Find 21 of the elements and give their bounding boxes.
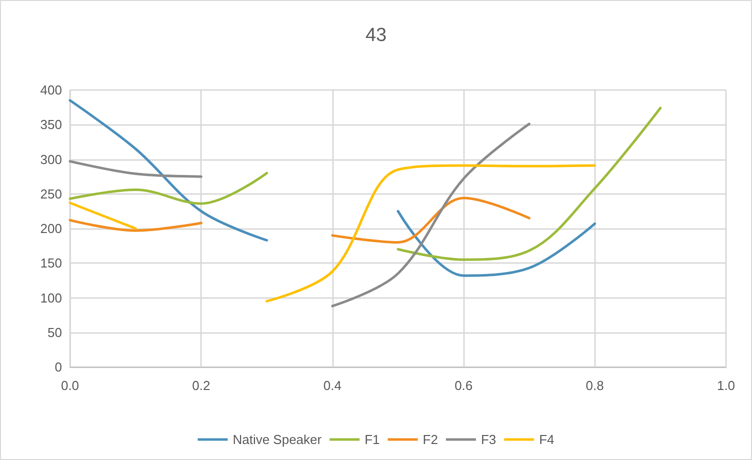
y-tick-label: 400 <box>40 82 62 98</box>
legend-label: F3 <box>480 432 496 447</box>
y-tick-label: 300 <box>40 152 62 167</box>
legend-label: Native Speaker <box>232 432 322 447</box>
legend-label: F2 <box>422 432 438 447</box>
x-tick-label: 1.0 <box>716 378 736 393</box>
chart-title: 43 <box>365 25 387 46</box>
y-tick-label: 100 <box>40 290 62 306</box>
x-tick-label: 0.6 <box>454 378 473 393</box>
y-tick-label: 150 <box>40 256 62 271</box>
x-tick-label: 0.4 <box>323 378 342 393</box>
y-tick-label: 350 <box>40 117 62 132</box>
y-tick-label: 250 <box>40 186 62 202</box>
legend-label: F4 <box>539 432 554 447</box>
y-tick-label: 0 <box>54 360 62 374</box>
y-tick-label: 200 <box>40 221 62 236</box>
x-tick-label: 0.8 <box>586 378 604 393</box>
legend-label: F1 <box>364 432 380 447</box>
x-tick-label: 0.2 <box>192 378 210 393</box>
y-tick-label: 50 <box>48 324 62 340</box>
x-tick-label: 0.0 <box>60 378 80 393</box>
